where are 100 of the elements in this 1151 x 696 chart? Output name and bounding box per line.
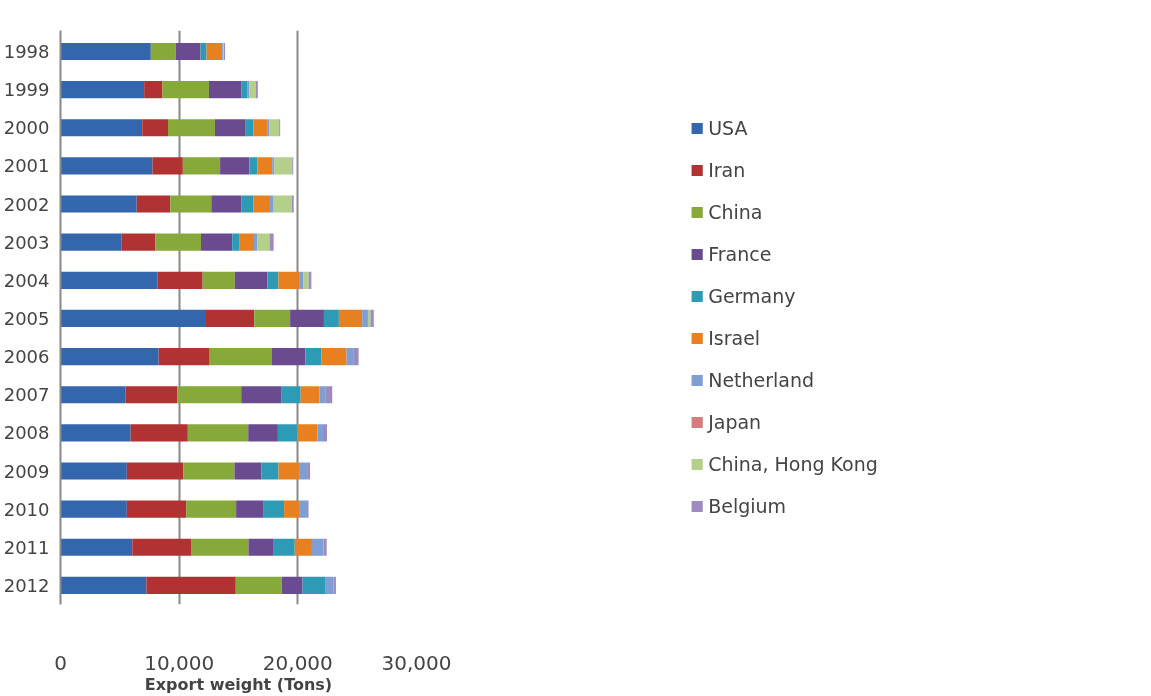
bar <box>132 538 192 556</box>
bar <box>303 271 309 289</box>
bar <box>253 195 270 213</box>
legend-label: Japan <box>708 411 762 433</box>
legend-label: Israel <box>708 327 761 349</box>
bar <box>248 538 274 556</box>
bar <box>317 424 323 442</box>
bar <box>60 462 127 480</box>
bar <box>269 119 280 137</box>
legend-label: China <box>708 201 763 223</box>
bar <box>322 424 328 442</box>
y-tick-label: 2007 <box>3 384 50 406</box>
bar <box>232 233 240 251</box>
bar <box>241 81 248 99</box>
bar <box>353 348 359 366</box>
bar <box>248 424 278 442</box>
bar <box>191 538 249 556</box>
bar <box>220 157 250 175</box>
bar <box>305 348 322 366</box>
bar <box>201 233 233 251</box>
bar <box>274 157 293 175</box>
legend-label: USA <box>708 117 748 139</box>
bar <box>60 500 127 518</box>
bar <box>200 42 207 61</box>
legend-label: France <box>708 243 772 265</box>
bar <box>125 386 178 404</box>
bar <box>263 500 285 518</box>
bar <box>60 309 206 328</box>
x-tick-label: 0 <box>54 650 67 675</box>
bar <box>294 538 312 556</box>
bar <box>60 576 147 595</box>
bar <box>267 271 279 289</box>
bar <box>321 348 347 366</box>
legend-label: Iran <box>708 159 746 181</box>
bar <box>126 500 187 518</box>
bar <box>60 538 133 556</box>
bar <box>158 348 210 366</box>
bar <box>186 500 237 518</box>
bar <box>152 157 183 175</box>
bar <box>273 538 295 556</box>
bar <box>319 386 326 404</box>
bar <box>206 42 223 61</box>
bar <box>155 233 201 251</box>
bar <box>239 233 255 251</box>
legend-label: Belgium <box>708 495 787 517</box>
y-tick-label: 2005 <box>3 307 50 329</box>
bar <box>299 462 308 480</box>
bar <box>249 157 258 175</box>
bar <box>284 500 300 518</box>
bar <box>60 119 143 137</box>
x-tick-label: 30,000 <box>381 650 452 675</box>
bar <box>157 271 203 289</box>
bar <box>362 309 368 328</box>
bar <box>60 81 145 99</box>
y-tick-label: 1999 <box>3 79 50 101</box>
bar <box>150 42 176 61</box>
bar <box>281 386 301 404</box>
bar <box>297 424 318 442</box>
bar <box>278 462 300 480</box>
y-tick-label: 2000 <box>3 117 50 139</box>
bar <box>300 386 320 404</box>
bar <box>208 81 242 99</box>
y-tick-label: 1998 <box>3 40 50 62</box>
bar <box>182 157 221 175</box>
bar <box>311 538 324 556</box>
x-tick-label: 10,000 <box>144 650 215 675</box>
bar <box>325 386 333 404</box>
bar <box>257 157 273 175</box>
bar <box>202 271 235 289</box>
bar <box>234 462 262 480</box>
bar <box>211 195 242 213</box>
x-tick-label: 20,000 <box>262 650 333 675</box>
bar <box>281 576 303 595</box>
bar <box>261 462 279 480</box>
bar <box>346 348 354 366</box>
bar <box>60 157 153 175</box>
bar <box>121 233 156 251</box>
bar <box>130 424 188 442</box>
legend-label: Germany <box>708 285 796 307</box>
bar <box>136 195 171 213</box>
bar <box>60 195 137 213</box>
bar <box>338 309 363 328</box>
bar <box>302 576 326 595</box>
bar <box>60 42 151 61</box>
y-tick-label: 2009 <box>3 460 50 482</box>
legend-label: Netherland <box>708 369 815 391</box>
bar <box>60 386 126 404</box>
y-tick-label: 2010 <box>3 498 50 520</box>
bar <box>60 424 131 442</box>
bar <box>205 309 255 328</box>
bar <box>277 424 297 442</box>
bar <box>60 348 159 366</box>
y-tick-label: 2001 <box>3 155 50 177</box>
bar <box>323 309 339 328</box>
bar <box>253 119 268 137</box>
bar <box>209 348 272 366</box>
y-tick-label: 2003 <box>3 231 50 253</box>
bar <box>235 576 282 595</box>
bar <box>299 500 307 518</box>
bar <box>187 424 249 442</box>
